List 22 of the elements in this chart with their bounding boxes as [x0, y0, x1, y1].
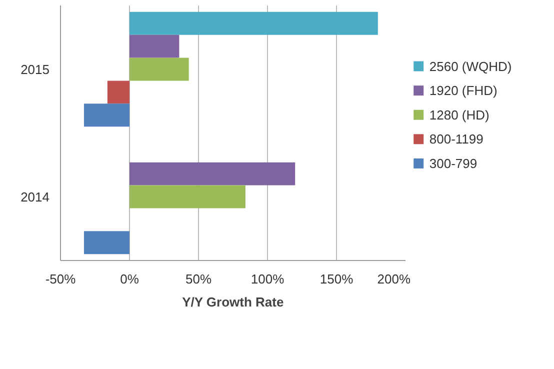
x-tick-label: -50% [45, 272, 76, 286]
bar [130, 162, 296, 186]
y-tick-label: 2015 [20, 62, 50, 77]
x-tick-label: 0% [120, 272, 140, 286]
x-tick-label: 200% [377, 272, 411, 286]
bar [130, 185, 246, 208]
bar [84, 104, 130, 127]
x-tick-label: 100% [250, 272, 285, 286]
legend-label: 300-799 [429, 156, 478, 171]
legend-label: 800-1199 [429, 132, 484, 147]
legend-label: 1920 (FHD) [429, 83, 498, 98]
x-tick-label: 50% [185, 272, 212, 286]
bar [130, 34, 180, 58]
legend-label: 1280 (HD) [429, 107, 490, 122]
bar [107, 80, 130, 104]
x-axis-title: Y/Y Growth Rate [182, 294, 284, 310]
bar [130, 12, 378, 35]
y-tick-label: 2014 [20, 189, 50, 204]
bar [84, 231, 130, 254]
legend-label: 2560 (WQHD) [429, 58, 512, 74]
x-tick-label: 150% [320, 272, 354, 286]
bar [130, 58, 189, 81]
